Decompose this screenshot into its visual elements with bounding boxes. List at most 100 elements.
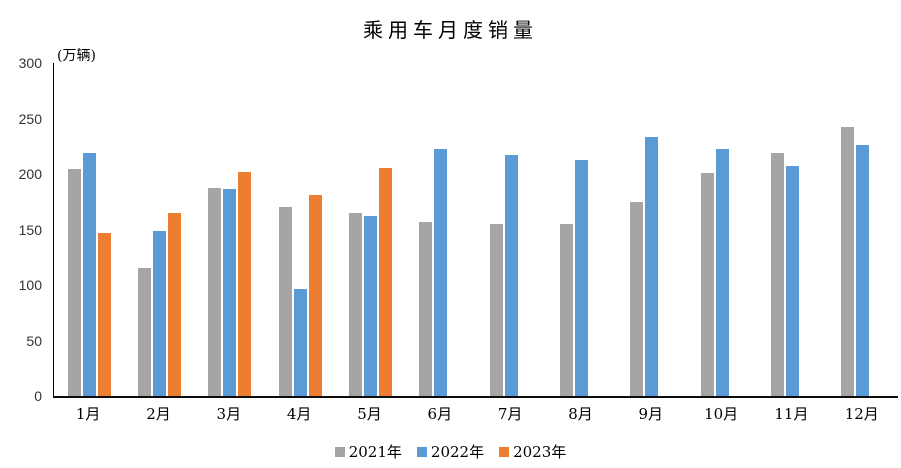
y-tick-250: 250 [18,110,42,127]
legend-label: 2023年 [513,443,567,461]
bar-slot-2022年-5月 [363,216,377,396]
bar-2022年-2月 [152,231,166,396]
bar-slot-2022年-11月 [785,166,799,396]
x-label-5月: 5月 [357,405,382,423]
y-axis-unit-label: (万辆) [57,48,96,64]
bar-slot-2022年-2月 [152,231,166,396]
bar-2021年-9月 [630,202,644,396]
bar-slot-2021年-11月 [770,153,784,396]
bar-slot-2023年-1月 [97,233,111,396]
bar-slot-2022年-6月 [434,149,448,396]
x-label-4月: 4月 [286,405,312,423]
bar-2022年-10月 [715,149,729,396]
y-tick-300: 300 [18,55,42,71]
bar-2022年-3月 [223,189,237,396]
bar-slot-2022年-9月 [645,137,659,396]
y-tick-50: 50 [26,332,42,349]
bar-2022年-8月 [574,160,588,396]
bar-slot-2023年-4月 [308,195,322,396]
bar-2021年-4月 [278,207,292,396]
bar-slot-2021年-4月 [278,207,292,396]
bar-slot-2022年-10月 [715,149,729,396]
bar-group-2月 [124,63,194,396]
legend: 2021年 2022年 2023年 [0,441,901,462]
x-label-10月: 10月 [704,405,739,423]
bar-slot-2021年-10月 [700,173,714,396]
bar-2022年-1月 [82,153,96,396]
bar-slot-2021年-9月 [630,202,644,396]
legend-item-2023年: 2023年 [499,441,566,462]
y-tick-0: 0 [34,388,42,404]
bar-2023年-5月 [378,168,392,396]
bar-2021年-8月 [559,224,573,396]
bar-slot-2021年-7月 [489,224,503,396]
legend-item-2021年: 2021年 [334,441,402,462]
bar-slot-2022年-8月 [574,160,588,396]
bar-group-4月 [265,63,335,396]
legend-label: 2021年 [348,443,402,461]
bar-2023年-3月 [238,172,252,396]
bar-slot-2021年-1月 [67,169,81,396]
x-axis-labels: 1月 2月 3月 4月 5月 6月 7月 8月 9月 10月 11月 12月 [53,403,897,424]
bar-group-6月 [406,63,476,396]
bar-2021年-11月 [770,153,784,396]
y-tick-200: 200 [18,166,42,182]
bar-slot-2022年-3月 [223,189,237,396]
chart-title: 乘用车月度销量 [363,18,538,42]
bar-group-8月 [546,63,616,396]
bar-2021年-6月 [419,222,433,396]
bar-2023年-1月 [97,233,111,396]
bar-slot-2023年-3月 [238,172,252,396]
x-label-12月: 12月 [844,405,879,423]
x-label-11月: 11月 [774,405,809,423]
bar-group-5月 [335,63,405,396]
bar-group-11月 [757,63,827,396]
legend-swatch-icon [499,446,510,457]
bar-group-7月 [476,63,546,396]
x-label-3月: 3月 [216,405,242,423]
bar-slot-2022年-12月 [856,145,870,396]
x-label-2月: 2月 [146,405,171,423]
bar-group-12月 [828,63,898,396]
y-tick-150: 150 [18,221,42,238]
legend-item-2022年: 2022年 [416,441,485,462]
legend-swatch-icon [416,446,427,457]
bar-slot-2023年-2月 [167,213,181,396]
bar-2021年-2月 [137,268,151,396]
bar-2021年-12月 [841,127,855,396]
bar-2021年-5月 [348,213,362,396]
bar-group-1月 [54,63,124,396]
bar-slot-2021年-8月 [559,224,573,396]
bar-2022年-9月 [645,137,659,396]
x-label-6月: 6月 [427,405,453,423]
bar-slot-2021年-5月 [348,213,362,396]
bar-2022年-4月 [293,289,307,396]
bar-2021年-3月 [208,188,222,396]
bar-slot-2022年-4月 [293,289,307,396]
bar-slot-2023年-5月 [378,168,392,396]
bar-2022年-7月 [504,155,518,396]
bar-group-9月 [617,63,687,396]
bar-slot-2022年-7月 [504,155,518,396]
bar-slot-2022年-1月 [82,153,96,396]
x-label-9月: 9月 [638,405,664,423]
y-tick-100: 100 [18,277,42,293]
bar-group-10月 [687,63,757,396]
legend-swatch-icon [334,446,345,457]
x-label-7月: 7月 [497,405,523,423]
bar-2021年-10月 [700,173,714,396]
y-axis-tick-labels: 0 50 100 150 200 250 300 [0,0,42,468]
bar-2022年-6月 [434,149,448,396]
x-label-8月: 8月 [568,405,593,423]
bar-group-3月 [195,63,265,396]
legend-label: 2022年 [430,443,485,461]
bar-2022年-12月 [856,145,870,396]
bar-2023年-2月 [167,213,181,396]
bar-slot-2021年-6月 [419,222,433,396]
bar-2022年-11月 [785,166,799,396]
bar-slot-2021年-2月 [137,268,151,396]
bar-2022年-5月 [363,216,377,396]
bar-slot-2021年-3月 [208,188,222,396]
bar-2021年-1月 [67,169,81,396]
